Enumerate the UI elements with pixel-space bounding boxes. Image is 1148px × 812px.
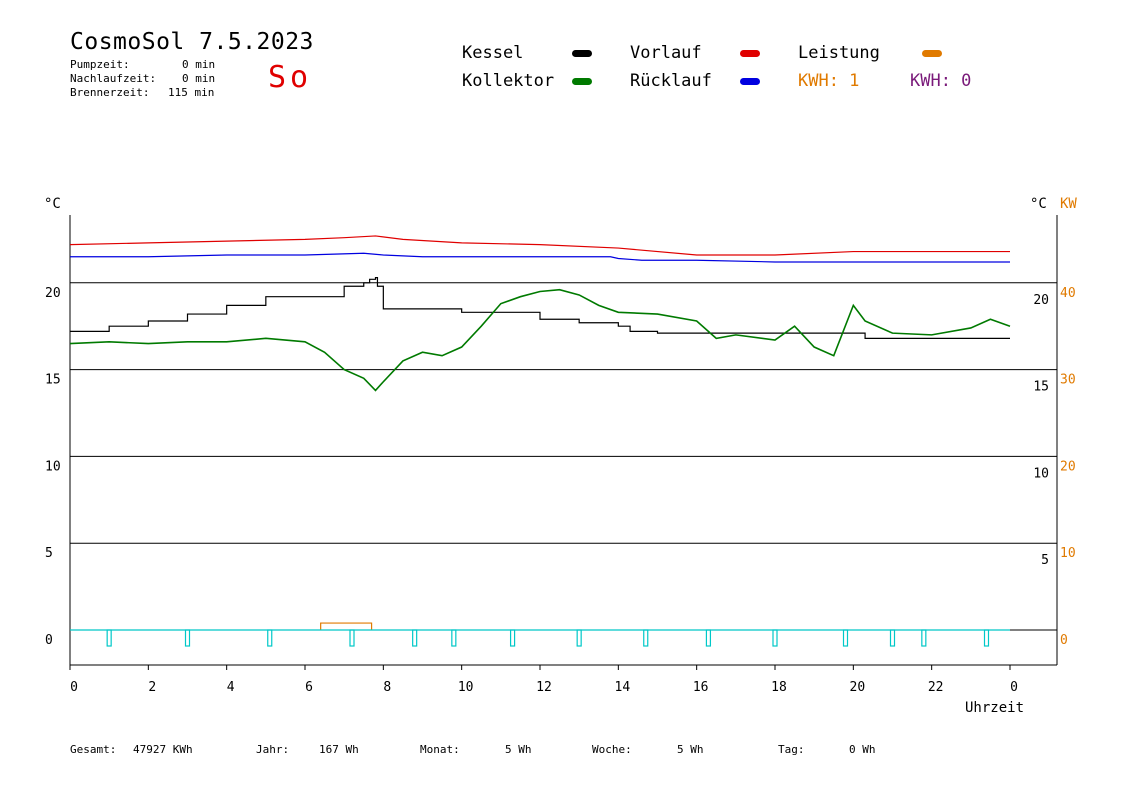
x-tick-label: 14: [615, 680, 631, 695]
legend-vorlauf-label: Vorlauf: [630, 43, 702, 63]
x-tick-label: 16: [693, 680, 709, 695]
pump-pulse: [451, 629, 457, 647]
footer-monat-value: 5 Wh: [505, 743, 532, 756]
series-line-rcklauf: [70, 252, 1010, 263]
pump-pulse: [412, 629, 418, 647]
footer-woche-value: 5 Wh: [677, 743, 704, 756]
x-tick-label: 6: [305, 680, 313, 695]
footer-monat-label: Monat:: [420, 743, 460, 756]
legend-ruecklauf-label: Rücklauf: [630, 71, 712, 91]
y-tick-left: 0: [45, 633, 53, 648]
page-title: CosmoSol 7.5.2023: [70, 29, 314, 55]
pump-pulse: [106, 629, 112, 647]
legend-kessel-label: Kessel: [462, 43, 524, 63]
stat-pumpzeit-value: 0 min: [182, 58, 216, 71]
x-tick-label: 0: [70, 680, 78, 695]
y-tick-right-celsius: 10: [1033, 466, 1049, 481]
right-axis-unit-kw: KW: [1060, 196, 1077, 212]
footer-gesamt-label: Gesamt:: [70, 743, 117, 756]
stat-pumpzeit-label: Pumpzeit:: [70, 58, 130, 71]
x-tick-label: 4: [227, 680, 235, 695]
pump-pulse: [889, 629, 896, 647]
y-tick-left: 20: [45, 286, 61, 301]
pump-pulse: [643, 629, 649, 647]
x-tick-label: 20: [850, 680, 866, 695]
y-tick-right-kw: 20: [1060, 459, 1076, 474]
pump-pulse: [705, 629, 712, 647]
left-axis-unit: °C: [44, 196, 61, 212]
pump-pulse: [983, 629, 990, 647]
y-tick-right-celsius: 20: [1033, 293, 1049, 308]
y-tick-right-kw: 40: [1060, 286, 1076, 301]
x-tick-label: 18: [771, 680, 787, 695]
pump-pulse: [509, 629, 516, 647]
pump-pulse: [184, 629, 191, 647]
footer-jahr-value: 167 Wh: [319, 743, 359, 756]
legend-kessel-swatch: [572, 50, 592, 57]
pump-pulse: [267, 629, 273, 647]
y-tick-right-kw: 10: [1060, 546, 1076, 561]
x-tick-label: 22: [928, 680, 944, 695]
footer-tag-label: Tag:: [778, 743, 805, 756]
footer-tag-value: 0 Wh: [849, 743, 876, 756]
footer-woche-label: Woche:: [592, 743, 632, 756]
right-axis-unit-celsius: °C: [1030, 196, 1047, 212]
legend-leistung-label: Leistung: [798, 43, 880, 63]
x-tick-label: 10: [458, 680, 474, 695]
x-axis-label: Uhrzeit: [965, 700, 1025, 716]
legend-leistung-swatch: [922, 50, 942, 57]
legend-ruecklauf-swatch: [740, 78, 760, 85]
legend-vorlauf-swatch: [740, 50, 760, 57]
footer-gesamt-value: 47927 KWh: [133, 743, 193, 756]
footer-jahr-label: Jahr:: [256, 743, 290, 756]
x-tick-label: 2: [148, 680, 156, 695]
series-line-kessel: [70, 276, 1010, 339]
stat-nachlaufzeit-label: Nachlaufzeit:: [70, 72, 157, 85]
y-tick-left: 5: [45, 546, 53, 561]
series-line-vorlauf: [69, 235, 1010, 256]
pump-pulse: [842, 629, 849, 647]
stat-brennerzeit-value: 115 min: [168, 86, 215, 99]
x-tick-label: 0: [1010, 680, 1018, 695]
legend-kwh-2: KWH: 0: [910, 71, 972, 91]
y-tick-right-celsius: 15: [1033, 380, 1049, 395]
legend-kollektor-label: Kollektor: [462, 71, 555, 91]
pump-pulse: [921, 629, 927, 647]
y-tick-right-celsius: 5: [1041, 553, 1049, 568]
legend-kwh-1: KWH: 1: [798, 71, 860, 91]
y-tick-left: 15: [45, 373, 61, 388]
leistung-pulse: [320, 622, 373, 630]
pump-pulse: [576, 629, 582, 647]
pump-pulse: [349, 629, 355, 647]
y-tick-right-kw: 0: [1060, 633, 1068, 648]
y-tick-left: 10: [45, 459, 61, 474]
weekday-indicator: So: [268, 60, 313, 95]
x-tick-label: 12: [536, 680, 552, 695]
x-tick-label: 8: [383, 680, 391, 695]
stat-nachlaufzeit-value: 0 min: [182, 72, 216, 85]
series-line-kollektor: [69, 288, 1011, 392]
stat-brennerzeit-label: Brennerzeit:: [70, 86, 150, 99]
y-tick-right-kw: 30: [1060, 373, 1076, 388]
pump-pulse: [772, 629, 778, 647]
legend-kollektor-swatch: [572, 78, 592, 85]
